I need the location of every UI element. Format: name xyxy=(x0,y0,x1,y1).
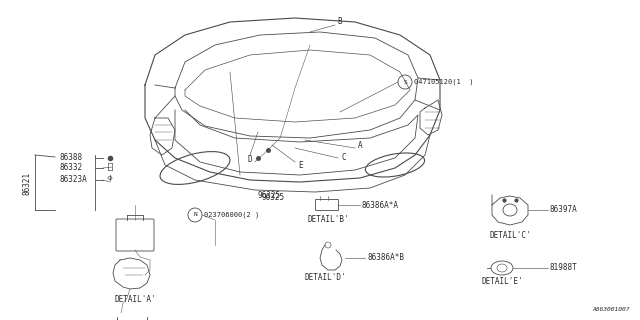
Text: A: A xyxy=(358,141,363,150)
Text: B: B xyxy=(337,18,342,27)
Text: DETAIL'E': DETAIL'E' xyxy=(481,277,523,286)
Text: DETAIL'A': DETAIL'A' xyxy=(114,295,156,305)
Text: DETAIL'D': DETAIL'D' xyxy=(304,274,346,283)
Text: 86323A: 86323A xyxy=(60,175,88,185)
Text: E: E xyxy=(298,161,303,170)
Text: 86332: 86332 xyxy=(60,164,83,172)
Text: 86388: 86388 xyxy=(60,154,83,163)
Text: 86386A*B: 86386A*B xyxy=(367,253,404,262)
Text: 86397A: 86397A xyxy=(550,205,578,214)
Text: DETAIL'C': DETAIL'C' xyxy=(489,230,531,239)
Text: N: N xyxy=(193,212,197,218)
Text: S: S xyxy=(403,79,407,84)
Text: D: D xyxy=(248,156,253,164)
Text: 86321: 86321 xyxy=(22,172,31,195)
Text: 047105120(1  ): 047105120(1 ) xyxy=(414,79,474,85)
Text: DETAIL'B': DETAIL'B' xyxy=(307,215,349,225)
Text: 86386A*A: 86386A*A xyxy=(362,201,399,210)
Text: C: C xyxy=(342,153,347,162)
Text: 96325: 96325 xyxy=(258,190,281,199)
Text: 81988T: 81988T xyxy=(550,263,578,273)
Text: A863001007: A863001007 xyxy=(593,307,630,312)
Text: 023706000(2 ): 023706000(2 ) xyxy=(204,212,259,218)
Text: 96325: 96325 xyxy=(262,194,285,203)
